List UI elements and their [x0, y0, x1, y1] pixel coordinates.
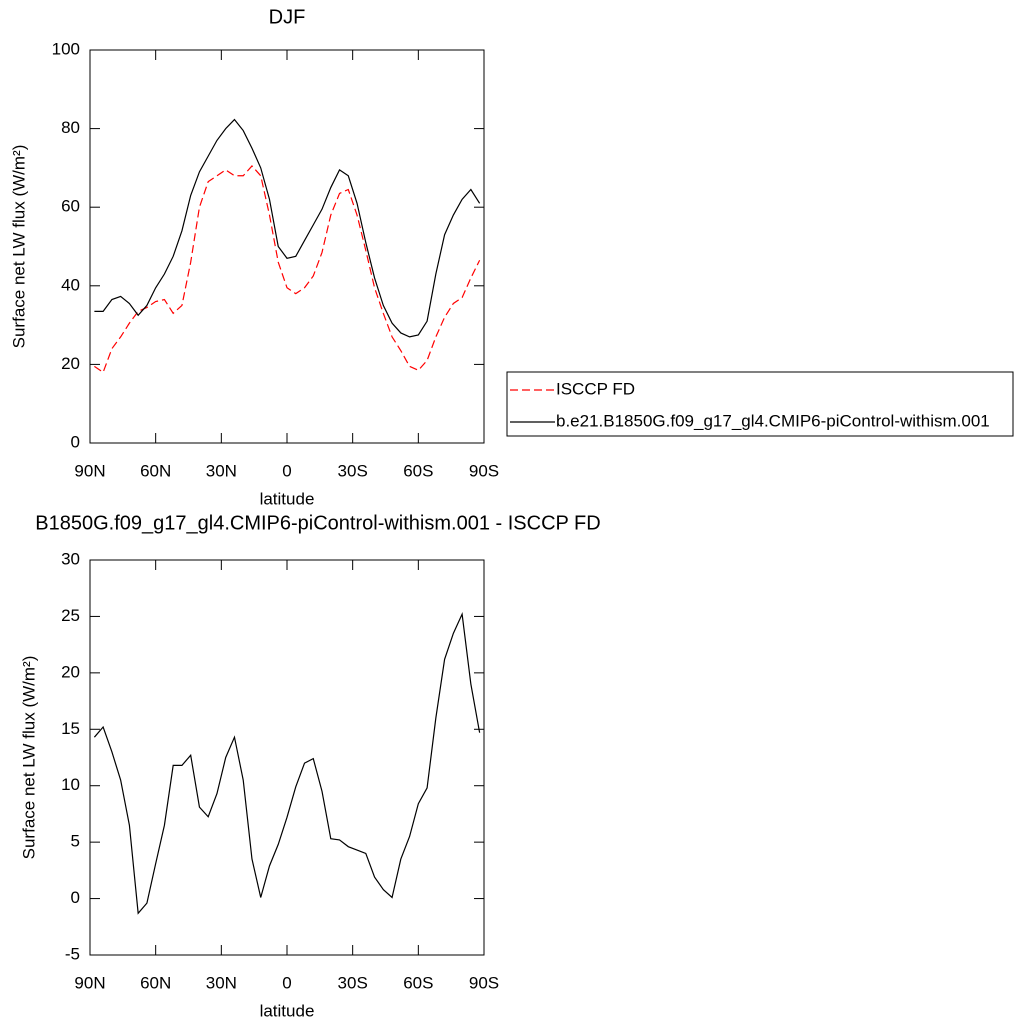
x-axis-label: latitude	[260, 1001, 315, 1020]
legend-label: ISCCP FD	[556, 379, 635, 398]
x-tick-label: 90S	[469, 461, 499, 480]
y-tick-label: 40	[61, 275, 80, 294]
x-tick-label: 0	[282, 973, 291, 992]
y-axis-label: Surface net LW flux (W/m²)	[9, 145, 28, 349]
x-tick-label: 30N	[206, 973, 237, 992]
y-tick-label: 25	[61, 606, 80, 625]
chart-title: DJF	[269, 6, 306, 28]
x-tick-label: 90N	[74, 461, 105, 480]
x-tick-label: 0	[282, 461, 291, 480]
y-tick-label: -5	[65, 944, 80, 963]
plot-frame	[89, 49, 485, 444]
x-tick-label: 30S	[338, 461, 368, 480]
x-axis-label: latitude	[260, 489, 315, 508]
x-tick-label: 30N	[206, 461, 237, 480]
series-line	[93, 611, 481, 915]
x-tick-label: 30S	[338, 973, 368, 992]
series-line	[94, 165, 481, 374]
y-tick-label: 15	[61, 719, 80, 738]
y-tick-label: 60	[61, 197, 80, 216]
y-tick-label: 0	[71, 432, 80, 451]
y-tick-label: 30	[61, 549, 80, 568]
y-tick-label: 80	[61, 118, 80, 137]
y-axis-label: Surface net LW flux (W/m²)	[19, 656, 38, 860]
x-tick-label: 60N	[140, 973, 171, 992]
y-tick-label: 20	[61, 662, 80, 681]
legend-box	[506, 371, 1014, 437]
y-tick-label: 5	[71, 832, 80, 851]
x-tick-label: 90N	[74, 973, 105, 992]
y-tick-label: 0	[71, 888, 80, 907]
y-tick-label: 20	[61, 354, 80, 373]
chart-title: B1850G.f09_g17_gl4.CMIP6-piControl-withi…	[35, 512, 600, 534]
x-tick-label: 60S	[403, 461, 433, 480]
y-tick-label: 100	[52, 39, 80, 58]
y-tick-label: 10	[61, 775, 80, 794]
x-tick-label: 60N	[140, 461, 171, 480]
series-line	[94, 118, 481, 338]
legend-label: b.e21.B1850G.f09_g17_gl4.CMIP6-piControl…	[556, 411, 990, 430]
x-tick-label: 60S	[403, 973, 433, 992]
x-tick-label: 90S	[469, 973, 499, 992]
